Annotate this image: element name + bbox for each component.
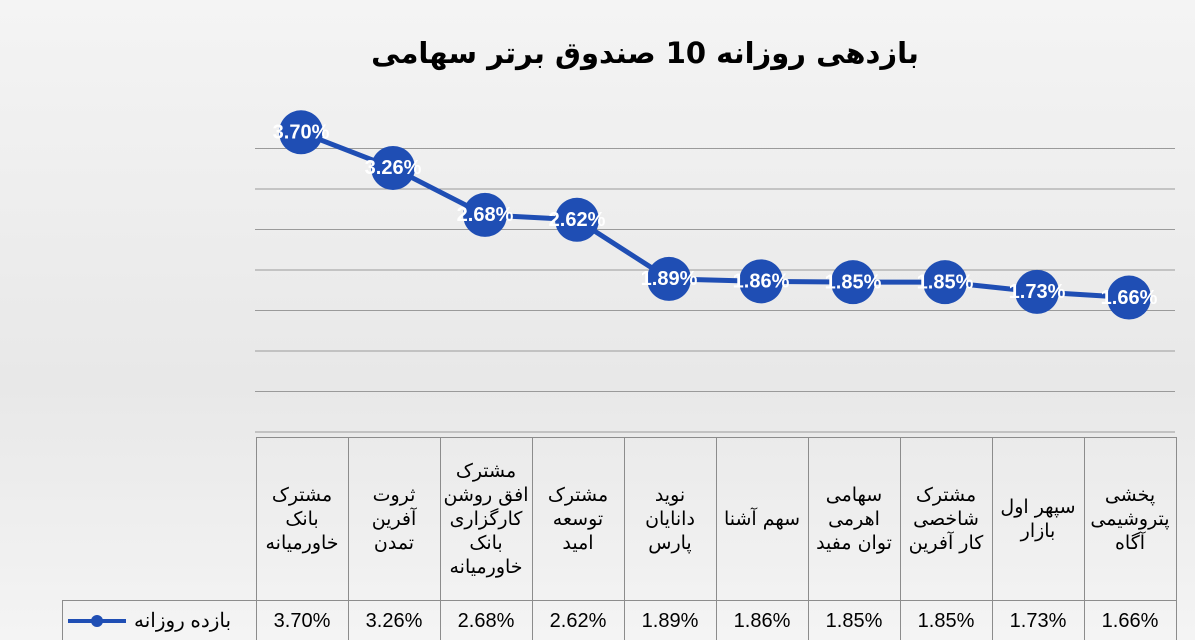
marker: [647, 256, 691, 301]
category-label: سپهر اول بازار: [991, 437, 1085, 601]
data-label: 2.68%: [457, 204, 514, 226]
category-label: مشترک شاخصی کار آفرین: [899, 437, 993, 601]
category-label: مشترک بانک خاورمیانه: [255, 437, 349, 601]
data-label: 1.85%: [825, 271, 882, 293]
data-label: 1.73%: [1009, 281, 1066, 303]
category-label: سهم آشنا: [715, 437, 809, 601]
table-value: 1.89%: [623, 600, 717, 640]
series-line: [300, 129, 1130, 301]
category-label: مشترک توسعه امید: [531, 437, 625, 601]
category-row: مشترک بانک خاورمیانه ثروت آفرین تمدن مشترک…: [62, 437, 1177, 601]
table-value: 1.85%: [899, 600, 993, 640]
marker: [1107, 275, 1151, 320]
marker: [831, 260, 875, 305]
table-value: 1.85%: [807, 600, 901, 640]
legend-cell: بازده روزانه: [62, 600, 257, 640]
legend-label: بازده روزانه: [134, 610, 232, 632]
marker: [923, 260, 967, 305]
data-label: 2.62%: [549, 209, 606, 231]
table-value: 3.70%: [255, 600, 349, 640]
table-value: 1.66%: [1083, 600, 1177, 640]
table-value: 2.68%: [439, 600, 533, 640]
corner-cell: [62, 437, 257, 601]
category-label: پخشی پتروشیمی آگاه: [1083, 437, 1177, 601]
marker: [1015, 269, 1059, 314]
marker: [739, 259, 783, 304]
table-value: 1.73%: [991, 600, 1085, 640]
chart: بازدهی روزانه 10 صندوق برتر سهامی 3.70% 3…: [255, 36, 1175, 433]
category-label: نوید دانایان پارس: [623, 437, 717, 601]
table-value: 2.62%: [531, 600, 625, 640]
value-row: بازده روزانه 3.70% 3.26% 2.68% 2.62% 1.89% 1.…: [62, 600, 1177, 640]
data-label: 3.70%: [273, 122, 330, 144]
category-label: ثروت آفرین تمدن: [347, 437, 441, 601]
data-table: مشترک بانک خاورمیانه ثروت آفرین تمدن مشترک…: [62, 437, 1177, 640]
category-label: سهامی اهرمی توان مفید: [807, 437, 901, 601]
marker: [371, 145, 415, 190]
legend: بازده روزانه: [66, 609, 253, 633]
data-label: 1.89%: [641, 268, 698, 290]
marker: [555, 197, 599, 242]
chart-title: بازدهی روزانه 10 صندوق برتر سهامی: [371, 36, 919, 70]
legend-key: [68, 615, 126, 627]
data-label: 1.85%: [917, 271, 974, 293]
data-label: 1.66%: [1101, 287, 1158, 309]
marker: [279, 110, 323, 155]
table-value: 3.26%: [347, 600, 441, 640]
legend-marker: [91, 615, 103, 627]
data-label: 1.86%: [733, 271, 790, 293]
table-value: 1.86%: [715, 600, 809, 640]
marker: [463, 192, 507, 237]
category-label: مشترک افق روشن کارگزاری بانک خاورمیانه: [439, 437, 533, 601]
data-label: 3.26%: [365, 157, 422, 179]
